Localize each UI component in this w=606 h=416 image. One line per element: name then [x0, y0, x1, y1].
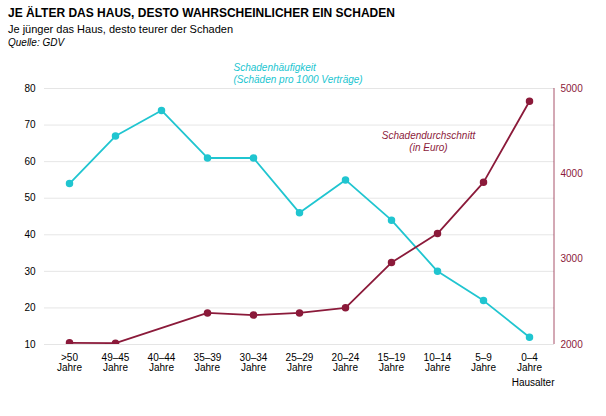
- svg-text:49–45Jahre: 49–45Jahre: [102, 352, 130, 373]
- svg-text:Schadenhäufigkeit(Schäden pro: Schadenhäufigkeit(Schäden pro 1000 Vertr…: [234, 62, 363, 85]
- svg-text:2000: 2000: [561, 339, 584, 350]
- svg-text:Hausalter: Hausalter: [512, 377, 555, 388]
- svg-text:70: 70: [24, 119, 36, 130]
- svg-text:35–39Jahre: 35–39Jahre: [194, 352, 222, 373]
- svg-text:20–24Jahre: 20–24Jahre: [332, 352, 360, 373]
- svg-text:25–29Jahre: 25–29Jahre: [286, 352, 314, 373]
- svg-text:50: 50: [24, 192, 36, 203]
- html-text:JE ÄLTER DAS HAUS, DESTO WAHRS: JE ÄLTER DAS HAUS, DESTO WAHRSCHEINLICHE…: [8, 6, 395, 20]
- svg-text:5000: 5000: [561, 83, 584, 94]
- svg-text:10: 10: [24, 339, 36, 350]
- svg-text:4000: 4000: [561, 168, 584, 179]
- svg-text:0–4Jahre: 0–4Jahre: [517, 352, 542, 373]
- svg-text:5–9Jahre: 5–9Jahre: [471, 352, 496, 373]
- svg-text:Schadendurchschnitt(in Euro): Schadendurchschnitt(in Euro): [382, 130, 477, 153]
- svg-text:60: 60: [24, 156, 36, 167]
- svg-text:30–34Jahre: 30–34Jahre: [240, 352, 268, 373]
- html-text:Je jünger das Haus, desto teur: Je jünger das Haus, desto teurer der Sch…: [8, 23, 233, 35]
- html-text:Quelle: GDV: Quelle: GDV: [8, 37, 65, 48]
- svg-text:3000: 3000: [561, 253, 584, 264]
- svg-text:80: 80: [24, 83, 36, 94]
- svg-text:>50Jahre: >50Jahre: [57, 352, 82, 373]
- svg-text:30: 30: [24, 266, 36, 277]
- svg-text:20: 20: [24, 302, 36, 313]
- svg-text:40: 40: [24, 229, 36, 240]
- svg-text:40–44Jahre: 40–44Jahre: [148, 352, 176, 373]
- svg-text:15–19Jahre: 15–19Jahre: [378, 352, 406, 373]
- svg-text:10–14Jahre: 10–14Jahre: [424, 352, 452, 373]
